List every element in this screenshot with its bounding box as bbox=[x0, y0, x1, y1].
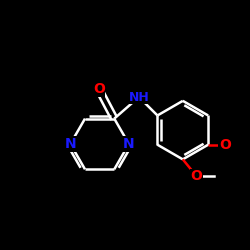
Text: O: O bbox=[219, 138, 231, 152]
Text: NH: NH bbox=[128, 90, 149, 104]
Text: N: N bbox=[64, 137, 76, 151]
Text: O: O bbox=[93, 82, 105, 96]
Text: N: N bbox=[123, 137, 135, 151]
Text: O: O bbox=[191, 169, 202, 183]
